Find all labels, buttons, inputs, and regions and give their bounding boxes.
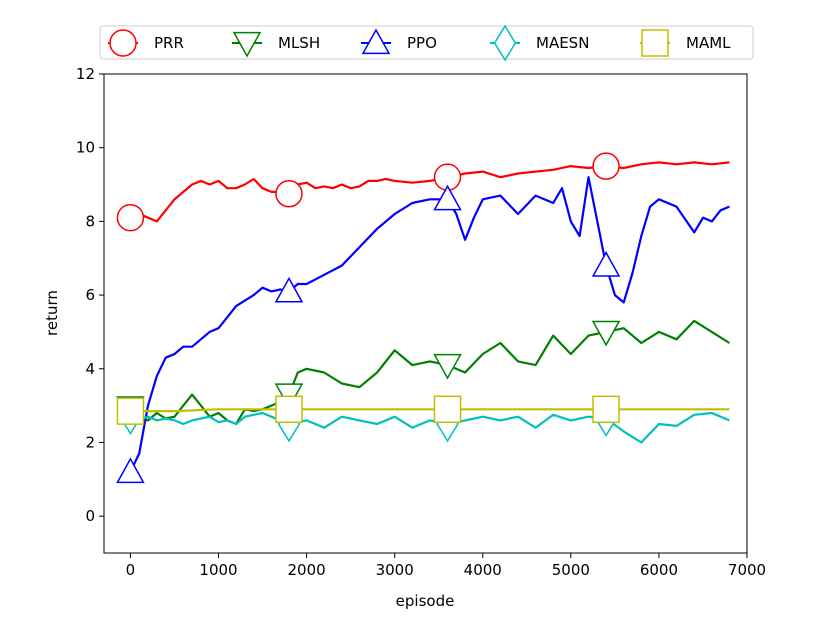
legend-frame bbox=[99, 25, 754, 60]
x-tick-label: 2000 bbox=[287, 561, 325, 579]
x-tick-label: 0 bbox=[126, 561, 136, 579]
y-tick-label: 8 bbox=[85, 212, 95, 230]
x-tick-label: 7000 bbox=[728, 561, 766, 579]
y-tick-label: 6 bbox=[85, 286, 95, 304]
legend-label-ppo: PPO bbox=[407, 34, 437, 52]
series-maml bbox=[116, 395, 730, 425]
marker-prr-3 bbox=[592, 152, 620, 180]
x-axis-label: episode bbox=[396, 592, 455, 610]
series-line-prr bbox=[129, 161, 730, 223]
legend-label-prr: PRR bbox=[154, 34, 184, 52]
legend-label-mlsh: MLSH bbox=[278, 34, 320, 52]
x-axis-ticks: 0 1000 2000 3000 4000 5000 6000 7000 bbox=[126, 553, 766, 579]
marker-mlsh-2 bbox=[433, 353, 462, 380]
series-ppo bbox=[116, 176, 730, 484]
marker-ppo-2 bbox=[433, 184, 462, 211]
plot-frame bbox=[103, 73, 748, 554]
y-tick-label: 4 bbox=[85, 360, 95, 378]
legend-item-maesn: MAESN bbox=[490, 24, 589, 62]
x-tick-label: 4000 bbox=[464, 561, 502, 579]
legend-item-ppo: PPO bbox=[361, 28, 437, 55]
marker-ppo-1 bbox=[274, 276, 304, 303]
series-prr bbox=[116, 152, 730, 232]
y-axis-label: return bbox=[43, 290, 61, 336]
marker-mlsh-3 bbox=[591, 320, 621, 347]
marker-maml-3 bbox=[592, 395, 620, 424]
marker-prr-1 bbox=[275, 180, 303, 208]
x-tick-label: 6000 bbox=[640, 561, 678, 579]
y-tick-label: 10 bbox=[76, 139, 95, 157]
legend-label-maml: MAML bbox=[686, 34, 731, 52]
series-line-ppo bbox=[129, 176, 730, 473]
x-tick-label: 5000 bbox=[552, 561, 590, 579]
marker-prr-0 bbox=[116, 203, 145, 232]
x-tick-label: 1000 bbox=[199, 561, 237, 579]
series-layer bbox=[116, 152, 730, 484]
marker-ppo-3 bbox=[591, 251, 621, 277]
legend-marker-prr bbox=[109, 29, 137, 57]
legend-marker-ppo bbox=[361, 28, 391, 55]
legend: PRR MLSH PPO MAESN MAML bbox=[99, 24, 754, 62]
legend-marker-maesn bbox=[493, 24, 517, 62]
marker-maml-1 bbox=[275, 395, 303, 424]
legend-item-prr: PRR bbox=[108, 29, 184, 57]
marker-maml-2 bbox=[433, 395, 462, 424]
y-axis-ticks: 0 2 4 6 8 10 12 bbox=[76, 65, 104, 525]
legend-item-mlsh: MLSH bbox=[232, 31, 320, 58]
x-tick-label: 3000 bbox=[376, 561, 414, 579]
y-tick-label: 0 bbox=[85, 507, 95, 525]
legend-item-maml: MAML bbox=[640, 29, 731, 57]
marker-maml-0 bbox=[116, 397, 145, 425]
y-tick-label: 12 bbox=[76, 65, 95, 83]
y-tick-label: 2 bbox=[85, 433, 95, 451]
legend-label-maesn: MAESN bbox=[536, 34, 589, 52]
marker-ppo-0 bbox=[116, 457, 145, 484]
legend-marker-mlsh bbox=[232, 31, 262, 58]
legend-marker-maml bbox=[641, 29, 669, 57]
